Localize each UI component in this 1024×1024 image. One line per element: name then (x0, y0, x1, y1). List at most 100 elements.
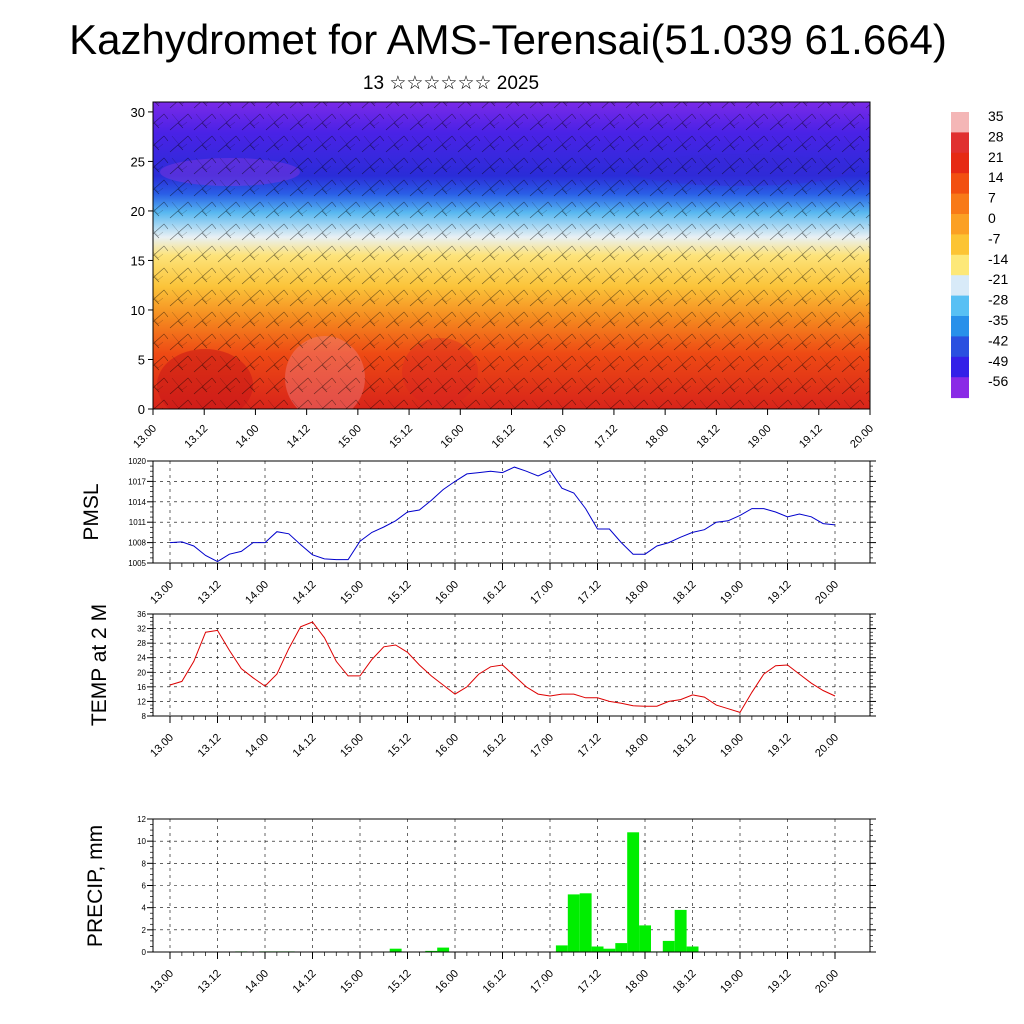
x-tick-label: 15.12 (386, 732, 414, 760)
y-tick-label: 16 (137, 683, 146, 692)
precip-bar (567, 894, 580, 952)
temp-series-line (169, 621, 836, 713)
x-tick-label: 20.00 (848, 423, 876, 451)
precip-bar (662, 940, 675, 952)
x-tick-label: 16.12 (481, 579, 509, 607)
y-tick-label: 28 (137, 639, 146, 648)
y-tick-label: 20 (137, 668, 146, 677)
colorbar-label: -21 (988, 271, 1008, 287)
x-tick-label: 17.00 (528, 968, 556, 996)
x-tick-label: 16.00 (433, 968, 461, 996)
x-tick-label: 15.00 (338, 732, 366, 760)
x-tick-label: 16.12 (481, 732, 509, 760)
precip-bar (555, 945, 568, 952)
temp-y-label: TEMP at 2 M (88, 604, 111, 726)
pmsl-series-line (169, 466, 836, 563)
y-tick-label: 0 (138, 402, 145, 417)
x-tick-label: 14.12 (291, 968, 319, 996)
precip-bar (603, 948, 616, 952)
x-tick-label: 15.00 (338, 968, 366, 996)
cross-section-y-axis: 0 5 10 15 20 25 30 (131, 105, 153, 417)
x-tick-label: 15.12 (386, 968, 414, 996)
x-tick-label: 14.00 (243, 968, 271, 996)
colorbar-label: 0 (988, 210, 996, 226)
precip-bar (389, 948, 402, 952)
x-tick-label: 17.00 (528, 732, 556, 760)
cross-section-x-axis: 13.00 13.12 14.00 14.12 15.00 15.12 16.00 16.12… (131, 409, 876, 451)
colorbar-label: 14 (988, 169, 1004, 185)
sub-title: 13 ☆☆☆☆☆☆ 2025 (362, 73, 540, 94)
colorbar-cell (951, 356, 969, 378)
x-tick-label: 17.00 (541, 423, 569, 451)
colorbar-cell (951, 295, 969, 317)
precip-y-label: PRECIP, mm (84, 825, 107, 947)
pmsl-panel: 1005 1008 1011 1014 1017 1020 13.00 13.12 14.00… (80, 457, 876, 607)
colorbar-label: 35 (988, 108, 1004, 124)
colorbar-cell (951, 152, 969, 174)
x-tick-label: 18.12 (695, 423, 723, 451)
x-tick-label: 19.12 (797, 423, 825, 451)
temp-panel: 8 12 16 20 24 28 32 36 13.00 13.12 14.00 14.12 15.0… (88, 604, 876, 760)
y-tick-label: 25 (131, 154, 145, 169)
y-tick-label: 36 (137, 610, 146, 619)
y-tick-label: 5 (138, 352, 145, 367)
colorbar-cell (951, 173, 969, 195)
x-tick-label: 14.12 (291, 579, 319, 607)
x-tick-label: 19.00 (746, 423, 774, 451)
x-tick-label: 15.00 (338, 579, 366, 607)
precip-panel: 0 2 4 6 8 10 12 13.00 13.12 14.00 14.12 15.00 15.12… (84, 815, 876, 996)
colorbar-cell (951, 336, 969, 358)
x-tick-label: 18.12 (671, 968, 699, 996)
colorbar-cell (951, 112, 969, 133)
x-tick-label: 13.12 (196, 968, 224, 996)
x-tick-label: 17.12 (576, 579, 604, 607)
x-tick-label: 14.00 (243, 732, 271, 760)
y-tick-label: 4 (142, 904, 147, 913)
x-tick-label: 16.00 (433, 732, 461, 760)
x-tick-label: 15.12 (386, 579, 414, 607)
x-tick-label: 18.00 (623, 732, 651, 760)
x-tick-label: 16.00 (438, 423, 466, 451)
y-tick-label: 8 (142, 859, 147, 868)
precip-bar (627, 832, 640, 952)
colorbar: 35 28 21 14 7 0 -7 -14 -21 -28 -35 -42 -49 -56 (951, 108, 1008, 399)
y-tick-label: 0 (142, 948, 147, 957)
x-tick-label: 17.12 (592, 423, 620, 451)
colorbar-label: -28 (988, 292, 1008, 308)
y-tick-label: 1020 (128, 457, 146, 466)
colorbar-label: 21 (988, 149, 1004, 165)
x-tick-label: 19.12 (766, 732, 794, 760)
x-tick-label: 18.00 (623, 968, 651, 996)
y-tick-label: 1011 (129, 518, 147, 527)
colorbar-cell (951, 377, 969, 399)
colorbar-cell (951, 275, 969, 297)
x-tick-label: 17.12 (576, 732, 604, 760)
x-tick-label: 17.00 (528, 579, 556, 607)
y-tick-label: 12 (137, 815, 146, 824)
x-tick-label: 15.12 (387, 423, 415, 451)
x-tick-label: 20.00 (813, 968, 841, 996)
colorbar-cell (951, 214, 969, 235)
precip-bars (235, 832, 699, 952)
x-tick-label: 13.12 (182, 423, 210, 451)
colorbar-label: -42 (988, 332, 1008, 348)
x-tick-label: 13.00 (148, 968, 176, 996)
y-tick-label: 1014 (128, 498, 146, 507)
main-title: Kazhydromet for AMS-Terensai(51.039 61.6… (69, 16, 947, 63)
x-tick-label: 16.12 (481, 968, 509, 996)
x-tick-label: 13.12 (196, 579, 224, 607)
y-tick-label: 10 (137, 837, 146, 846)
colorbar-cell (951, 193, 969, 215)
y-tick-label: 10 (131, 303, 145, 318)
x-tick-label: 14.12 (285, 423, 313, 451)
y-tick-label: 15 (131, 253, 145, 268)
precip-bar (579, 893, 592, 952)
x-tick-label: 14.00 (243, 579, 271, 607)
x-tick-label: 13.00 (148, 579, 176, 607)
x-tick-label: 18.12 (671, 732, 699, 760)
temp-y-axis: 8 12 16 20 24 28 32 36 (137, 610, 876, 721)
y-tick-label: 6 (142, 882, 147, 891)
colorbar-cell (951, 316, 969, 337)
x-tick-label: 14.12 (291, 732, 319, 760)
